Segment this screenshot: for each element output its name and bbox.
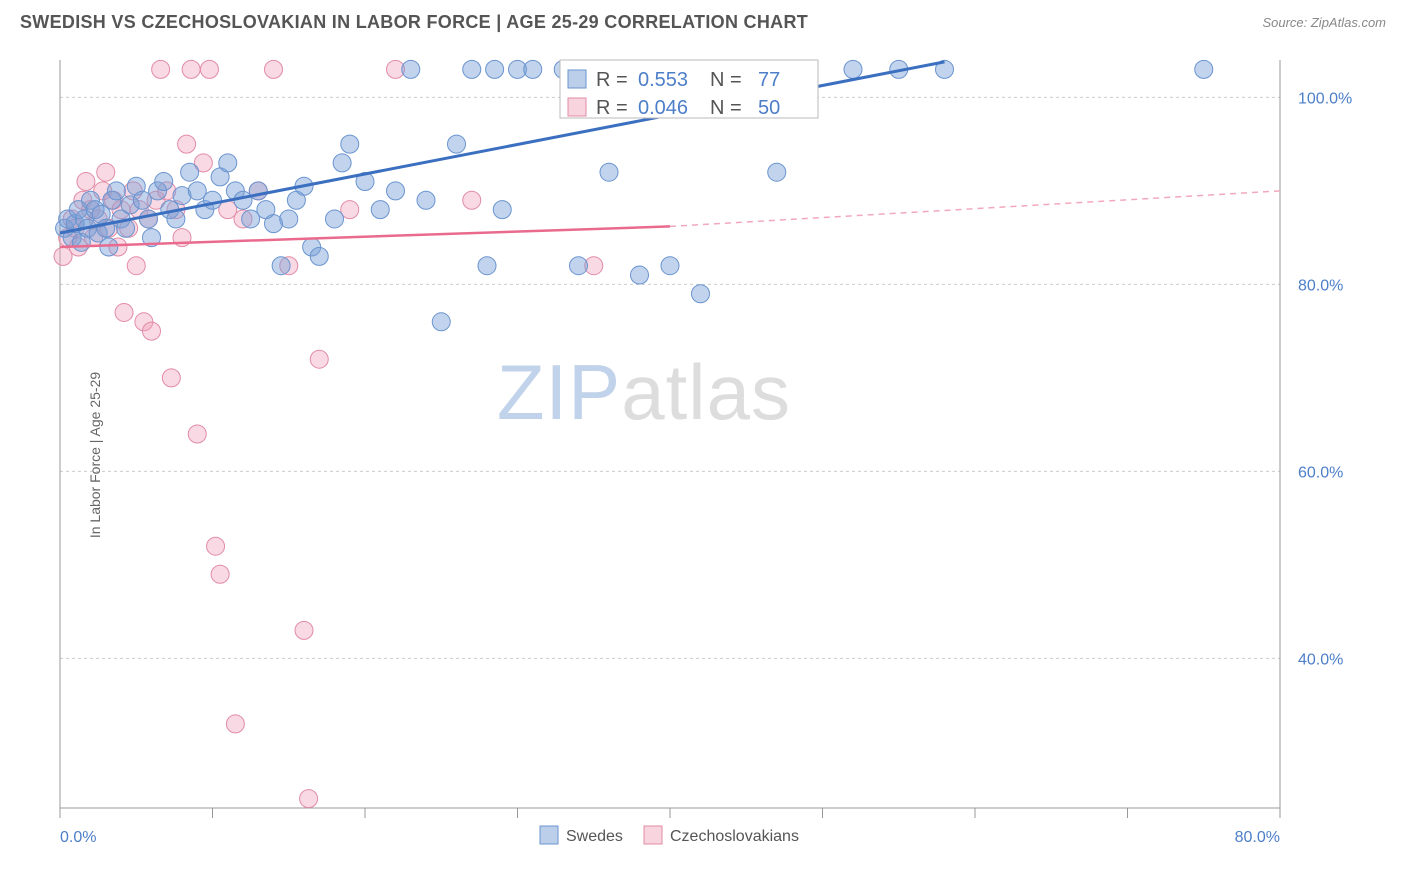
point-swede	[107, 182, 125, 200]
y-tick-label: 80.0%	[1298, 277, 1343, 294]
legend-r-value: 0.046	[638, 97, 688, 119]
point-czech	[188, 425, 206, 443]
legend-bottom-label: Swedes	[566, 828, 623, 845]
point-czech	[211, 565, 229, 583]
y-tick-label: 60.0%	[1298, 464, 1343, 481]
x-tick-label: 80.0%	[1235, 829, 1280, 846]
point-czech	[182, 60, 200, 78]
point-czech	[143, 322, 161, 340]
point-swede	[448, 135, 466, 153]
point-swede	[100, 238, 118, 256]
point-swede	[493, 201, 511, 219]
legend-bottom-swatch	[540, 826, 558, 844]
point-czech	[152, 60, 170, 78]
point-swede	[280, 210, 298, 228]
point-swede	[341, 135, 359, 153]
point-swede	[692, 285, 710, 303]
legend-n-value: 77	[758, 69, 780, 91]
point-swede	[333, 154, 351, 172]
legend-swatch	[568, 98, 586, 116]
point-czech	[162, 369, 180, 387]
point-swede	[1195, 60, 1213, 78]
trend-line-czech-dash	[670, 191, 1280, 227]
point-czech	[300, 790, 318, 808]
point-swede	[661, 257, 679, 275]
point-swede	[155, 173, 173, 191]
point-swede	[402, 60, 420, 78]
y-tick-label: 100.0%	[1298, 90, 1352, 107]
point-czech	[115, 303, 133, 321]
svg-text:ZIP: ZIP	[497, 348, 621, 436]
point-swede	[631, 266, 649, 284]
point-swede	[600, 163, 618, 181]
point-czech	[127, 257, 145, 275]
point-swede	[768, 163, 786, 181]
point-czech	[178, 135, 196, 153]
y-tick-label: 40.0%	[1298, 651, 1343, 668]
point-swede	[524, 60, 542, 78]
correlation-chart: 40.0% 60.0% 80.0% 100.0% ZIPatlas 0.0% 80.0% R …	[20, 48, 1360, 858]
point-swede	[570, 257, 588, 275]
point-swede	[272, 257, 290, 275]
x-tick-label: 0.0%	[60, 829, 96, 846]
point-swede	[181, 163, 199, 181]
point-swede	[139, 210, 157, 228]
legend-r-label: R =	[596, 69, 628, 91]
point-swede	[371, 201, 389, 219]
point-czech	[77, 173, 95, 191]
chart-title: SWEDISH VS CZECHOSLOVAKIAN IN LABOR FORC…	[20, 12, 808, 33]
point-swede	[432, 313, 450, 331]
legend-r-value: 0.553	[638, 69, 688, 91]
point-swede	[310, 247, 328, 265]
chart-container: In Labor Force | Age 25-29 40.0% 60.0% 80.…	[20, 48, 1386, 862]
point-czech	[463, 191, 481, 209]
point-swede	[387, 182, 405, 200]
point-swede	[463, 60, 481, 78]
point-czech	[310, 350, 328, 368]
legend-bottom-label: Czechoslovakians	[670, 828, 799, 845]
legend-n-label: N =	[710, 69, 742, 91]
y-axis-label: In Labor Force | Age 25-29	[87, 372, 103, 538]
watermark: ZIPatlas	[497, 348, 791, 436]
legend-r-label: R =	[596, 97, 628, 119]
point-swede	[844, 60, 862, 78]
point-swede	[478, 257, 496, 275]
legend-n-value: 50	[758, 97, 780, 119]
point-czech	[97, 163, 115, 181]
legend-n-label: N =	[710, 97, 742, 119]
source-label: Source: ZipAtlas.com	[1262, 15, 1386, 30]
legend-bottom-swatch	[644, 826, 662, 844]
svg-text:atlas: atlas	[621, 348, 791, 436]
point-swede	[486, 60, 504, 78]
point-czech	[200, 60, 218, 78]
point-swede	[204, 191, 222, 209]
point-czech	[265, 60, 283, 78]
point-swede	[326, 210, 344, 228]
point-czech	[226, 715, 244, 733]
point-swede	[417, 191, 435, 209]
legend-swatch	[568, 70, 586, 88]
point-czech	[295, 621, 313, 639]
point-swede	[219, 154, 237, 172]
header: SWEDISH VS CZECHOSLOVAKIAN IN LABOR FORC…	[0, 0, 1406, 41]
point-czech	[207, 537, 225, 555]
